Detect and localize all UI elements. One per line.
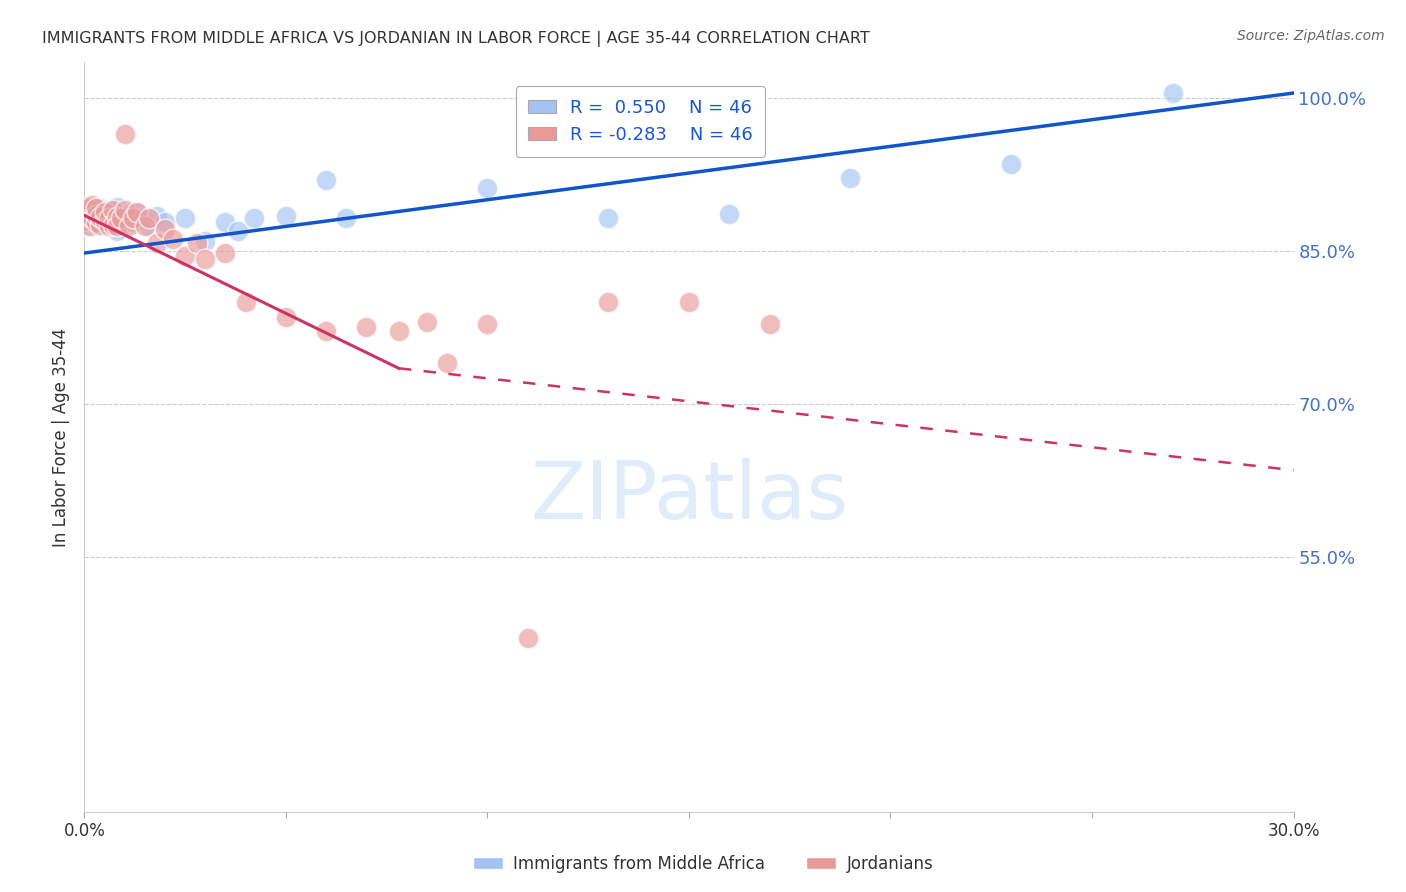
Point (89, 218, 111, 232)
Point (162, 232, 184, 246)
Point (82, 211, 104, 226)
Point (114, 127, 136, 141)
Point (125, 206, 148, 220)
Point (82, 205, 104, 219)
Point (86, 211, 108, 225)
Point (134, 219, 156, 233)
Point (101, 218, 124, 232)
Point (97, 211, 120, 226)
Legend: R =  0.550    N = 46, R = -0.283    N = 46: R = 0.550 N = 46, R = -0.283 N = 46 (516, 87, 765, 157)
Point (89, 201, 111, 215)
Point (86, 203, 108, 218)
Point (89, 211, 111, 225)
Point (214, 246, 236, 260)
Point (93, 214, 115, 228)
Point (82, 198, 104, 212)
Point (174, 249, 197, 263)
Point (121, 215, 143, 229)
Point (97, 203, 120, 218)
Point (477, 181, 499, 195)
Point (146, 210, 169, 224)
Point (718, 207, 741, 221)
Point (77, 208, 100, 222)
Point (77, 208, 100, 222)
Point (110, 210, 132, 224)
Point (86, 208, 108, 222)
Point (79, 219, 101, 233)
Text: Source: ZipAtlas.com: Source: ZipAtlas.com (1237, 29, 1385, 43)
Point (79, 215, 101, 229)
Point (82, 201, 104, 215)
Point (101, 203, 124, 218)
Point (274, 210, 297, 224)
Point (110, 218, 132, 232)
Point (121, 211, 143, 226)
Point (114, 213, 136, 227)
Y-axis label: In Labor Force | Age 35-44: In Labor Force | Age 35-44 (52, 327, 70, 547)
Point (110, 211, 132, 226)
Point (101, 208, 124, 222)
Point (105, 200, 128, 214)
Point (82, 211, 104, 226)
Point (598, 295, 620, 310)
Legend: Immigrants from Middle Africa, Jordanians: Immigrants from Middle Africa, Jordanian… (467, 848, 939, 880)
Point (89, 215, 111, 229)
Point (235, 295, 257, 310)
Point (114, 203, 136, 218)
Point (97, 211, 120, 226)
Point (153, 221, 176, 235)
Point (93, 213, 115, 227)
Point (758, 318, 780, 332)
Point (335, 211, 357, 226)
Point (436, 356, 458, 370)
Point (75, 219, 97, 233)
Point (274, 310, 297, 325)
Point (89, 208, 111, 222)
Point (194, 234, 217, 248)
Text: IMMIGRANTS FROM MIDDLE AFRICA VS JORDANIAN IN LABOR FORCE | AGE 35-44 CORRELATIO: IMMIGRANTS FROM MIDDLE AFRICA VS JORDANI… (42, 31, 870, 47)
Text: ZIPatlas: ZIPatlas (530, 458, 848, 536)
Point (1161, 86, 1184, 100)
Point (194, 252, 217, 267)
Point (101, 215, 124, 229)
Point (315, 172, 337, 186)
Point (86, 215, 108, 229)
Point (77, 213, 100, 227)
Point (93, 205, 115, 219)
Point (75, 213, 97, 227)
Point (214, 215, 236, 229)
Point (146, 235, 169, 250)
Point (93, 218, 115, 232)
Point (86, 201, 108, 215)
Point (93, 207, 115, 221)
Point (138, 211, 160, 226)
Point (416, 315, 439, 329)
Point (678, 295, 700, 310)
Point (153, 215, 176, 229)
Point (118, 219, 141, 233)
Point (186, 235, 208, 250)
Point (105, 224, 128, 238)
Point (77, 201, 100, 215)
Point (86, 218, 108, 232)
Point (129, 211, 152, 226)
Point (138, 219, 160, 233)
Point (315, 324, 337, 338)
Point (516, 632, 538, 646)
Point (105, 219, 128, 233)
Point (356, 320, 378, 334)
Point (598, 211, 620, 226)
Point (174, 211, 197, 226)
Point (477, 318, 499, 332)
Point (105, 211, 128, 225)
Point (97, 219, 120, 233)
Point (1000, 157, 1022, 171)
Point (839, 170, 862, 185)
Point (242, 211, 264, 226)
Point (125, 205, 148, 219)
Point (388, 324, 411, 338)
Point (226, 224, 249, 238)
Point (118, 207, 141, 221)
